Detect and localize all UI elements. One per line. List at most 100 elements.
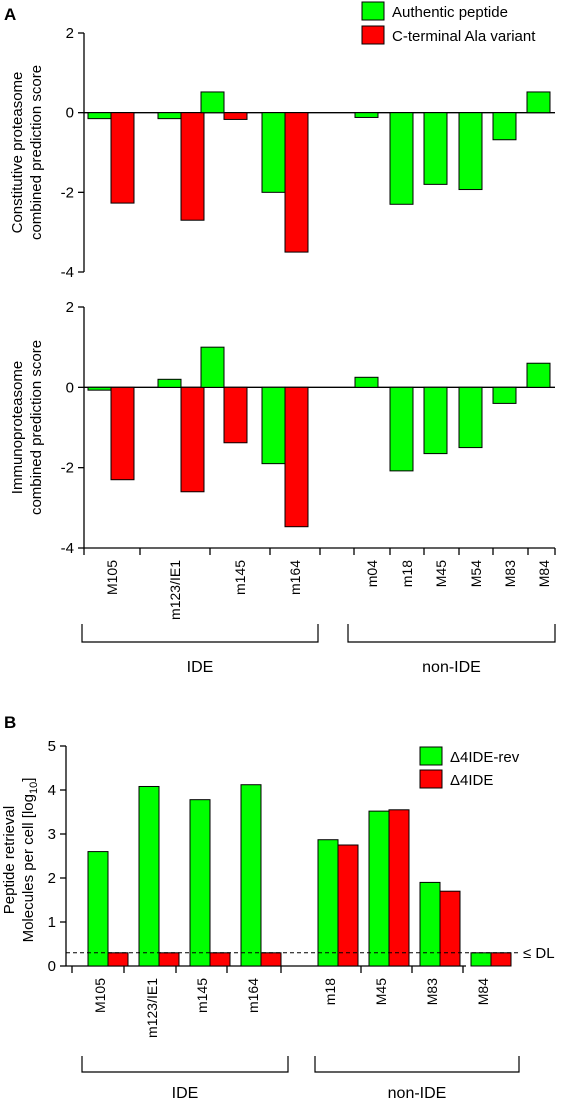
bar-b-green-6	[419, 881, 441, 967]
y-tick-label-b-4: 1	[48, 914, 56, 931]
group-bracket-b-1	[314, 1056, 520, 1073]
bar-a1-red-3	[284, 112, 309, 253]
legend-b-green-swatch	[419, 746, 443, 766]
bar-b-green-5	[368, 810, 390, 967]
legend-b-4ide: Δ4IDE	[450, 772, 493, 789]
y-axis-label-b: Peptide retrieval Molecules per cell [log…	[1, 778, 40, 943]
bar-b-red-5	[388, 809, 410, 967]
x-category-b-7: M84	[475, 978, 491, 1005]
bar-b-green-7	[470, 952, 492, 967]
bar-a1-green-6	[423, 112, 448, 185]
y-axis-label-b-close: ]	[20, 778, 37, 782]
x-category-b-3: m164	[245, 978, 261, 1013]
bar-a2-green-2	[200, 346, 225, 388]
y-tick-label-a1-1: 0	[66, 105, 74, 122]
legend-a: Authentic peptide C-terminal Ala variant	[361, 1, 536, 45]
bar-a2-green-3	[261, 386, 286, 465]
x-category-a-7: M54	[468, 560, 484, 587]
x-category-a-4: m04	[364, 560, 380, 587]
bar-b-red-1	[158, 952, 180, 967]
legend-b-4ide-rev: Δ4IDE-rev	[450, 749, 520, 766]
bar-a2-green-9	[526, 362, 551, 388]
bar-b-red-6	[439, 890, 461, 967]
group-label-a-1: non-IDE	[422, 659, 481, 676]
bar-b-green-1	[138, 785, 160, 967]
y-tick-label-a2-0: 2	[66, 299, 74, 316]
x-category-b-1: m123/IE1	[144, 978, 160, 1038]
x-category-a-6: M45	[433, 560, 449, 587]
group-label-b-1: non-IDE	[388, 1085, 447, 1102]
plot-immunoproteasome: 2 0 -2 -4 Immunoproteasome combined predictio…	[9, 299, 556, 676]
y-axis-label-line-a1-1: combined prediction score	[28, 65, 45, 240]
panel-b-letter: B	[4, 713, 16, 732]
bar-a2-red-3	[284, 386, 309, 528]
y-axis-label-line-a1-0: Constitutive proteasome	[9, 72, 26, 234]
y-axis-label-b-sub: 10	[28, 782, 40, 794]
bar-a1-green-2	[200, 91, 225, 114]
y-tick-label-a1-0: 2	[66, 25, 74, 42]
y-tick-label-b-5: 0	[48, 958, 56, 975]
bar-a2-green-5	[389, 386, 414, 472]
legend-a-authentic: Authentic peptide	[392, 4, 508, 21]
bar-b-green-3	[240, 784, 262, 967]
bar-a1-green-8	[492, 112, 517, 141]
group-bracket-a-0	[81, 624, 319, 643]
x-category-a-8: M83	[502, 560, 518, 587]
y-axis-label-a2: Immunoproteasome combined prediction scor…	[9, 340, 45, 515]
x-category-a-0: M105	[104, 560, 120, 595]
bar-b-red-2	[209, 952, 231, 967]
bar-a1-green-1	[157, 112, 182, 120]
bar-a2-green-0	[87, 386, 112, 391]
legend-a-ala-variant: C-terminal Ala variant	[392, 28, 536, 45]
bar-a1-green-9	[526, 91, 551, 114]
y-axis-label-b-line-1: Molecules per cell [log	[20, 794, 37, 942]
x-category-a-3: m164	[287, 560, 303, 595]
group-bracket-b-0	[81, 1056, 289, 1073]
bar-a2-red-0	[110, 386, 135, 481]
y-axis-label-line-a2-0: Immunoproteasome	[9, 361, 26, 494]
legend-a-green-swatch	[361, 1, 385, 21]
bar-a2-red-2	[223, 386, 248, 444]
legend-b-red-swatch	[419, 769, 443, 789]
y-axis-label-b-line-0: Peptide retrieval	[1, 806, 18, 914]
legend-a-red-swatch	[361, 25, 385, 45]
group-bracket-a-1	[347, 624, 556, 643]
bar-a1-green-0	[87, 112, 112, 120]
y-axis-label-a1: Constitutive proteasome combined predicti…	[9, 65, 45, 240]
x-category-a-1: m123/IE1	[167, 560, 183, 620]
bar-a2-green-7	[458, 386, 483, 449]
bar-a2-red-1	[180, 386, 205, 493]
bar-a1-green-5	[389, 112, 414, 205]
bar-a1-green-4	[354, 112, 379, 118]
x-category-b-5: M45	[373, 978, 389, 1005]
panel-a-letter: A	[4, 5, 16, 24]
x-category-a-2: m145	[232, 560, 248, 595]
bar-a1-green-7	[458, 112, 483, 191]
x-category-b-2: m145	[194, 978, 210, 1013]
y-tick-label-b-2: 3	[48, 826, 56, 843]
bar-a2-green-1	[157, 378, 182, 388]
bar-a2-green-4	[354, 376, 379, 388]
y-axis-label-line-a2-1: combined prediction score	[28, 340, 45, 515]
bar-a1-green-3	[261, 112, 286, 193]
bar-a1-red-1	[180, 112, 205, 221]
bar-a1-red-0	[110, 112, 135, 204]
group-label-a-0: IDE	[187, 659, 214, 676]
bar-b-green-0	[87, 851, 109, 967]
y-tick-label-a2-1: 0	[66, 379, 74, 396]
legend-b: Δ4IDE-rev Δ4IDE	[419, 746, 520, 789]
x-category-a-5: m18	[399, 560, 415, 587]
plot-constitutive: 2 0 -2 -4 Constitutive proteasome combined pr…	[9, 25, 555, 281]
y-tick-label-b-0: 5	[48, 738, 56, 755]
x-category-b-0: M105	[92, 978, 108, 1013]
x-category-b-6: M83	[424, 978, 440, 1005]
y-tick-label-a2-2: -2	[61, 460, 74, 477]
y-tick-label-a1-3: -4	[61, 264, 74, 281]
bar-b-green-4	[317, 839, 339, 967]
bar-b-red-7	[490, 952, 512, 967]
bar-b-green-2	[189, 799, 211, 967]
y-tick-label-b-1: 4	[48, 782, 56, 799]
bar-a2-green-8	[492, 386, 517, 404]
